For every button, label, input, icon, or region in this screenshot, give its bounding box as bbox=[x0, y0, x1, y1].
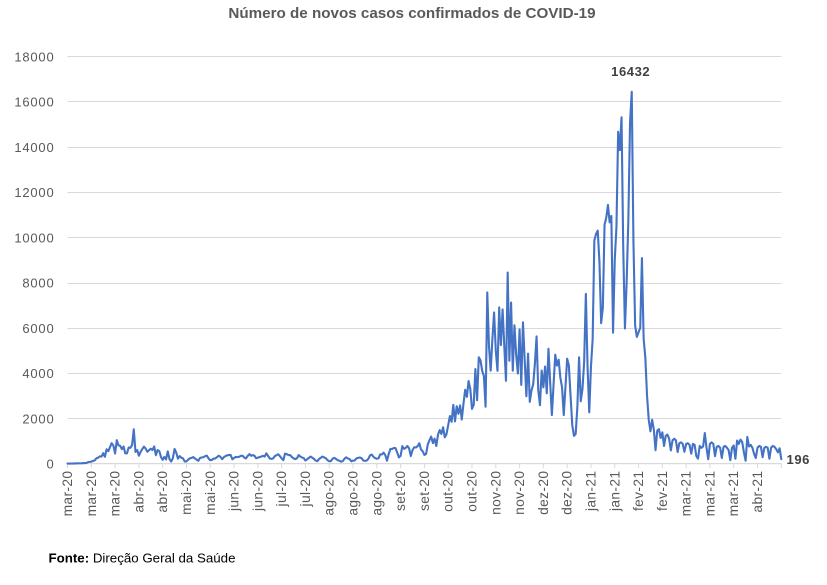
svg-text:4000: 4000 bbox=[22, 366, 54, 381]
svg-text:mar-20: mar-20 bbox=[60, 471, 75, 517]
svg-text:jun-20: jun-20 bbox=[250, 471, 265, 512]
svg-text:abr-21: abr-21 bbox=[750, 471, 765, 513]
svg-text:12000: 12000 bbox=[14, 185, 54, 200]
svg-text:mar-21: mar-21 bbox=[702, 471, 717, 517]
svg-text:mai-20: mai-20 bbox=[179, 471, 194, 515]
svg-text:dez-20: dez-20 bbox=[536, 471, 551, 515]
svg-text:out-20: out-20 bbox=[464, 471, 479, 512]
svg-text:6000: 6000 bbox=[22, 321, 54, 336]
svg-text:set-20: set-20 bbox=[393, 471, 408, 511]
svg-text:0: 0 bbox=[46, 457, 54, 472]
svg-text:14000: 14000 bbox=[14, 140, 54, 155]
svg-text:out-20: out-20 bbox=[441, 471, 456, 512]
svg-text:fev-21: fev-21 bbox=[655, 471, 670, 511]
svg-text:nov-20: nov-20 bbox=[512, 471, 527, 515]
svg-text:2000: 2000 bbox=[22, 411, 54, 426]
svg-text:nov-20: nov-20 bbox=[488, 471, 503, 515]
svg-text:Fonte: Direção Geral da Saúde: Fonte: Direção Geral da Saúde bbox=[49, 551, 236, 566]
svg-text:mar-20: mar-20 bbox=[84, 471, 99, 517]
svg-text:dez-20: dez-20 bbox=[560, 471, 575, 515]
svg-text:ago-20: ago-20 bbox=[322, 471, 337, 516]
svg-text:10000: 10000 bbox=[14, 230, 54, 245]
svg-text:set-20: set-20 bbox=[417, 471, 432, 511]
svg-text:ago-20: ago-20 bbox=[369, 471, 384, 516]
svg-text:ago-20: ago-20 bbox=[346, 471, 361, 516]
svg-text:8000: 8000 bbox=[22, 276, 54, 291]
svg-text:mar-20: mar-20 bbox=[108, 471, 123, 517]
svg-text:jul-20: jul-20 bbox=[274, 471, 289, 508]
svg-text:jan-21: jan-21 bbox=[607, 471, 622, 512]
svg-text:jun-20: jun-20 bbox=[227, 471, 242, 512]
svg-text:16000: 16000 bbox=[14, 95, 54, 110]
svg-text:18000: 18000 bbox=[14, 49, 54, 64]
svg-text:abr-20: abr-20 bbox=[131, 471, 146, 513]
svg-text:16432: 16432 bbox=[611, 64, 650, 79]
svg-text:mar-21: mar-21 bbox=[726, 471, 741, 517]
svg-text:abr-20: abr-20 bbox=[155, 471, 170, 513]
svg-text:mai-20: mai-20 bbox=[203, 471, 218, 515]
svg-text:jul-20: jul-20 bbox=[298, 471, 313, 508]
svg-text:jan-21: jan-21 bbox=[583, 471, 598, 512]
svg-text:fev-21: fev-21 bbox=[631, 471, 646, 511]
svg-text:mar-21: mar-21 bbox=[679, 471, 694, 517]
svg-text:196: 196 bbox=[787, 452, 811, 467]
svg-text:Número de novos casos confirma: Número de novos casos confirmados de COV… bbox=[228, 5, 595, 22]
